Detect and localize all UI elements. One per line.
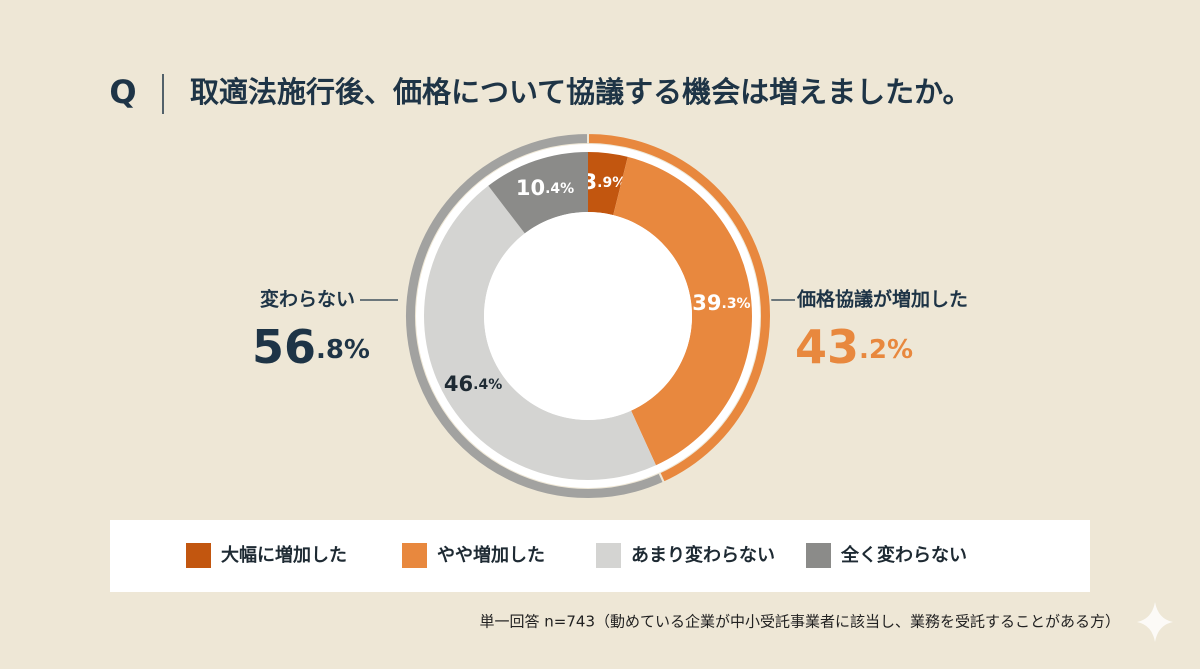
group-name: 変わらない [260,288,355,311]
donut-segment [588,152,628,216]
donut-segment [488,152,588,234]
label-main: 39 [692,291,721,315]
sparkle-icon [1137,602,1173,642]
group-value: 43.2% [795,320,913,374]
chart-title: 取適法施行後、価格について協議する機会は増えましたか。 [190,75,972,109]
label-main: 10 [516,176,545,200]
label-main: 46 [444,372,473,396]
label-main: 56 [252,320,316,374]
data-label: 10.4% [516,176,574,200]
question-mark: Q [109,73,136,111]
donut-hole [484,212,692,420]
data-label: 46.4% [444,372,502,396]
label-decimal: .4% [473,377,502,393]
donut-segment [613,156,752,466]
legend-swatch [806,543,831,568]
label-decimal: .9% [597,175,626,191]
footnote: 単一回答 n=743（動めている企業が中小受託事業者に該当し、業務を受託すること… [480,613,1120,631]
legend-label: 大幅に増加した [221,544,347,566]
label-decimal: .2% [859,335,913,365]
legend-label: やや増加した [437,544,545,566]
label-main: 43 [795,320,859,374]
legend-swatch [596,543,621,568]
group-value: 56.8% [252,320,370,374]
label-decimal: .3% [722,296,751,312]
label-decimal: .4% [545,181,574,197]
legend-swatch [186,543,211,568]
data-label: 39.3% [692,291,750,315]
legend-swatch [402,543,427,568]
legend-label: 全く変わらない [840,544,967,566]
donut-segment [424,185,656,480]
label-decimal: .8% [316,335,370,365]
legend-label: あまり変わらない [631,544,775,566]
group-name: 価格協議が増加した [796,288,968,311]
